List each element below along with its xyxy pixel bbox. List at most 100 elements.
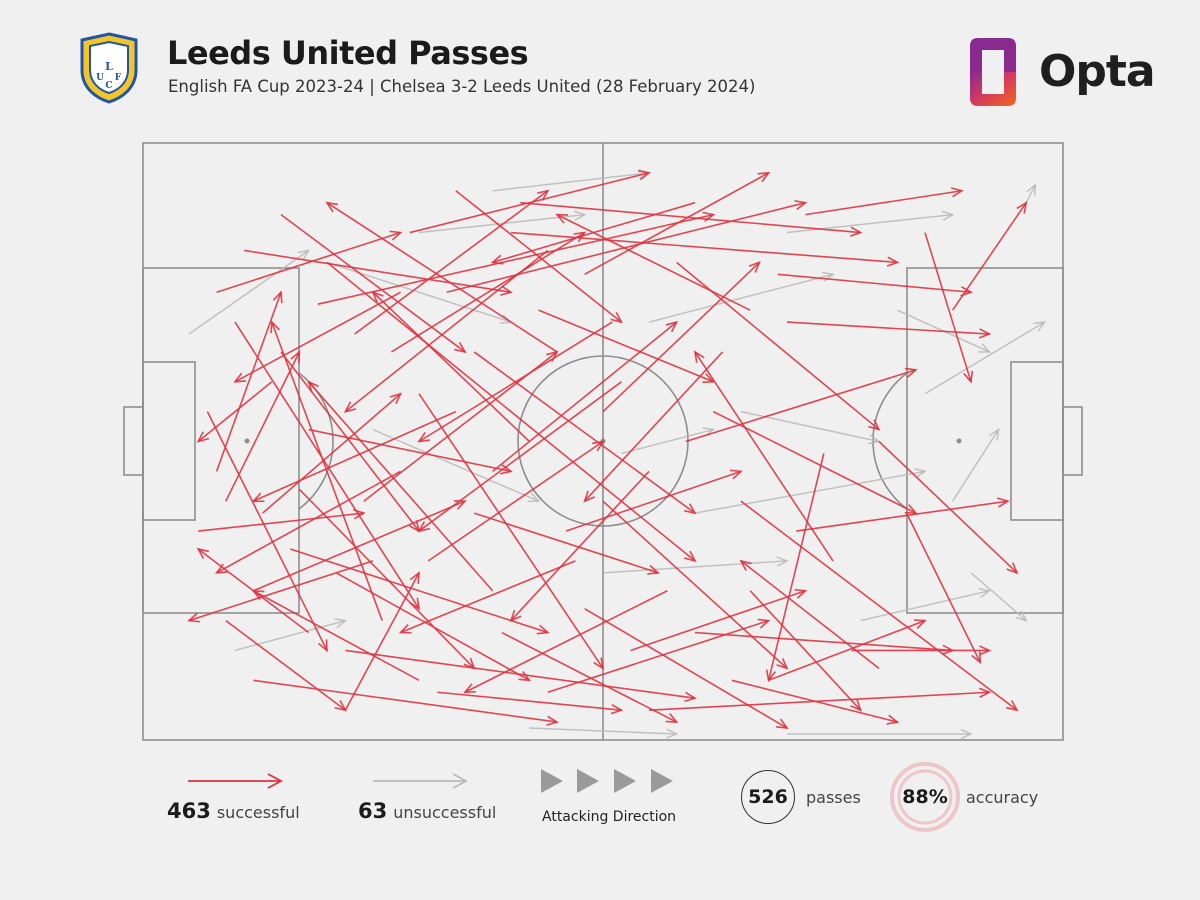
- successful-pass-arrow: [225, 350, 301, 502]
- left-goal: [123, 406, 144, 476]
- successful-pass-arrow: [335, 572, 532, 682]
- successful-pass-arrow: [325, 201, 558, 353]
- successful-passes: [187, 170, 1028, 730]
- successful-pass-arrow: [805, 187, 964, 216]
- unsuccessful-pass-arrow: [602, 556, 789, 574]
- accuracy-ring-icon: [890, 762, 960, 832]
- successful-count: 463: [167, 799, 211, 823]
- successful-pass-arrow: [555, 213, 751, 311]
- successful-pass-arrow: [317, 211, 716, 305]
- unsuccessful-pass-arrow: [786, 210, 955, 234]
- successful-pass-arrow: [693, 350, 834, 562]
- successful-pass-arrow: [262, 392, 403, 514]
- successful-pass-arrow: [473, 512, 661, 575]
- unsuccessful-pass-arrow: [1025, 183, 1037, 204]
- successful-pass-arrow: [215, 290, 283, 472]
- successful-pass-arrow: [878, 440, 1019, 575]
- successful-pass-arrow: [343, 249, 549, 413]
- successful-pass-arrow: [354, 189, 550, 335]
- successful-pass-arrow: [225, 619, 347, 712]
- successful-pass-arrow: [768, 619, 927, 682]
- unsuccessful-pass-arrow: [860, 587, 992, 622]
- successful-pass-arrow: [233, 291, 401, 383]
- opta-mark-icon: [970, 38, 1016, 106]
- successful-pass-arrow: [196, 381, 273, 443]
- successful-pass-arrow: [520, 201, 863, 237]
- successful-pass-arrow: [749, 590, 862, 712]
- passes-label: passes: [806, 788, 861, 807]
- legend-unsuccessful-arrow: [373, 773, 468, 789]
- successful-pass-arrow: [198, 508, 366, 532]
- attacking-direction-icon: [541, 769, 673, 793]
- unsuccessful-pass-arrow: [492, 168, 651, 192]
- successful-pass-arrow: [187, 560, 374, 623]
- successful-pass-arrow: [786, 321, 992, 339]
- attacking-direction-label: Attacking Direction: [542, 809, 677, 825]
- successful-pass-arrow: [308, 428, 513, 475]
- unsuccessful-pass-arrow: [787, 728, 973, 740]
- successful-pass-arrow: [206, 411, 328, 653]
- successful-pass-arrow: [509, 470, 650, 623]
- svg-text:U: U: [96, 73, 104, 83]
- successful-pass-arrow: [307, 380, 494, 592]
- accuracy-label: accuracy: [966, 788, 1039, 807]
- unsuccessful-pass-arrow: [621, 427, 716, 455]
- successful-pass-arrow: [463, 590, 668, 694]
- svg-text:C: C: [105, 81, 112, 91]
- successful-pass-arrow: [492, 320, 679, 472]
- unsuccessful-label: unsuccessful: [393, 803, 497, 822]
- unsuccessful-pass-arrow: [372, 428, 541, 503]
- successful-pass-arrow: [905, 512, 982, 665]
- successful-pass-arrow: [731, 679, 900, 725]
- legend-successful-arrow: [188, 773, 283, 789]
- successful-pass-arrow: [713, 410, 918, 515]
- unsuccessful-pass-arrow: [951, 428, 1000, 502]
- opta-logo: Opta: [962, 36, 1156, 108]
- successful-pass-arrow: [437, 691, 624, 715]
- chart-subtitle: English FA Cup 2023-24 | Chelsea 3-2 Lee…: [168, 77, 756, 96]
- right-goal: [1062, 406, 1083, 476]
- successful-pass-arrow: [676, 261, 881, 431]
- unsuccessful-pass-arrow: [694, 468, 927, 514]
- leeds-crest-logo: L U F C: [80, 32, 138, 104]
- left-penalty-spot: [244, 438, 250, 444]
- successful-pass-arrow: [344, 571, 420, 711]
- successful-pass-arrow: [739, 559, 880, 669]
- opta-wordmark: Opta: [1039, 46, 1156, 97]
- successful-pass-arrow: [251, 410, 457, 503]
- successful-pass-arrow: [409, 170, 651, 234]
- chart-title: Leeds United Passes: [167, 34, 529, 72]
- successful-label: successful: [216, 803, 300, 822]
- successful-pass-arrow: [685, 367, 918, 443]
- successful-pass-arrow: [280, 351, 421, 533]
- successful-pass-arrow: [796, 497, 1010, 532]
- right-penalty-arc: [872, 372, 908, 510]
- successful-pass-arrow: [253, 500, 467, 592]
- successful-pass-arrow: [326, 261, 697, 563]
- successful-pass-arrow: [298, 488, 476, 670]
- unsuccessful-pass-arrow: [970, 572, 1028, 622]
- passes-value: 526: [741, 770, 795, 824]
- svg-text:L: L: [105, 60, 113, 73]
- unsuccessful-pass-arrow: [418, 210, 587, 234]
- successful-pass-arrow: [584, 607, 789, 730]
- legend-successful: 463 successful: [167, 799, 300, 823]
- unsuccessful-pass-arrow: [529, 727, 679, 739]
- successful-pass-arrow: [740, 500, 1019, 712]
- unsuccessful-passes: [188, 168, 1047, 740]
- successful-pass-arrow: [777, 273, 973, 297]
- left-six-yard-box: [142, 361, 196, 521]
- successful-pass-arrow: [630, 588, 808, 652]
- unsuccessful-pass-arrow: [326, 261, 513, 325]
- successful-pass-arrow: [455, 190, 623, 324]
- successful-pass-arrow: [234, 321, 421, 611]
- successful-pass-arrow: [851, 645, 992, 656]
- successful-pass-arrow: [473, 351, 697, 515]
- successful-pass-arrow: [427, 440, 605, 562]
- unsuccessful-count: 63: [358, 799, 388, 823]
- successful-pass-arrow: [253, 679, 559, 726]
- svg-text:F: F: [115, 73, 122, 83]
- unsuccessful-pass-arrow: [188, 249, 311, 335]
- successful-pass-arrow: [390, 231, 587, 353]
